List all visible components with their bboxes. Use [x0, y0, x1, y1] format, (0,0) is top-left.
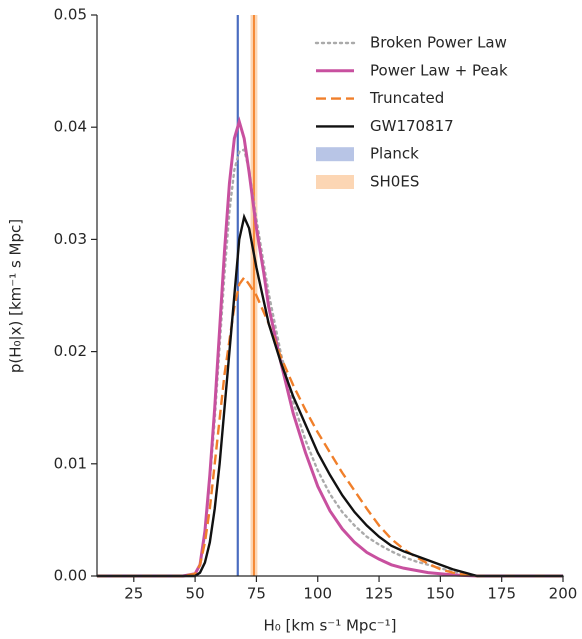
legend-label: GW170817	[370, 117, 454, 135]
x-tick-label: 25	[124, 585, 143, 603]
y-tick-label: 0.04	[54, 118, 87, 136]
y-tick-label: 0.00	[54, 567, 87, 585]
y-tick-label: 0.05	[54, 6, 87, 24]
x-tick-label: 150	[426, 585, 455, 603]
y-axis-label: p(H₀|x) [km⁻¹ s Mpc]	[7, 219, 25, 373]
legend-label: Power Law + Peak	[370, 61, 508, 79]
y-tick-label: 0.02	[54, 342, 87, 360]
series-line	[97, 275, 563, 578]
x-tick-label: 175	[487, 585, 516, 603]
y-tick-label: 0.01	[54, 454, 87, 472]
x-tick-label: 125	[365, 585, 394, 603]
legend-label: Broken Power Law	[370, 34, 507, 52]
legend-label: Planck	[370, 145, 419, 163]
x-tick-label: 50	[186, 585, 205, 603]
x-tick-label: 100	[303, 585, 332, 603]
legend-label: SH0ES	[370, 173, 419, 191]
series-line	[97, 213, 563, 578]
legend-swatch	[316, 175, 354, 189]
x-tick-label: 75	[247, 585, 266, 603]
x-tick-label: 200	[549, 585, 578, 603]
legend-label: Truncated	[369, 89, 444, 107]
y-tick-label: 0.03	[54, 230, 87, 248]
series-line	[97, 116, 563, 578]
x-axis-label: H₀ [km s⁻¹ Mpc⁻¹]	[264, 617, 397, 635]
legend-swatch	[316, 147, 354, 162]
